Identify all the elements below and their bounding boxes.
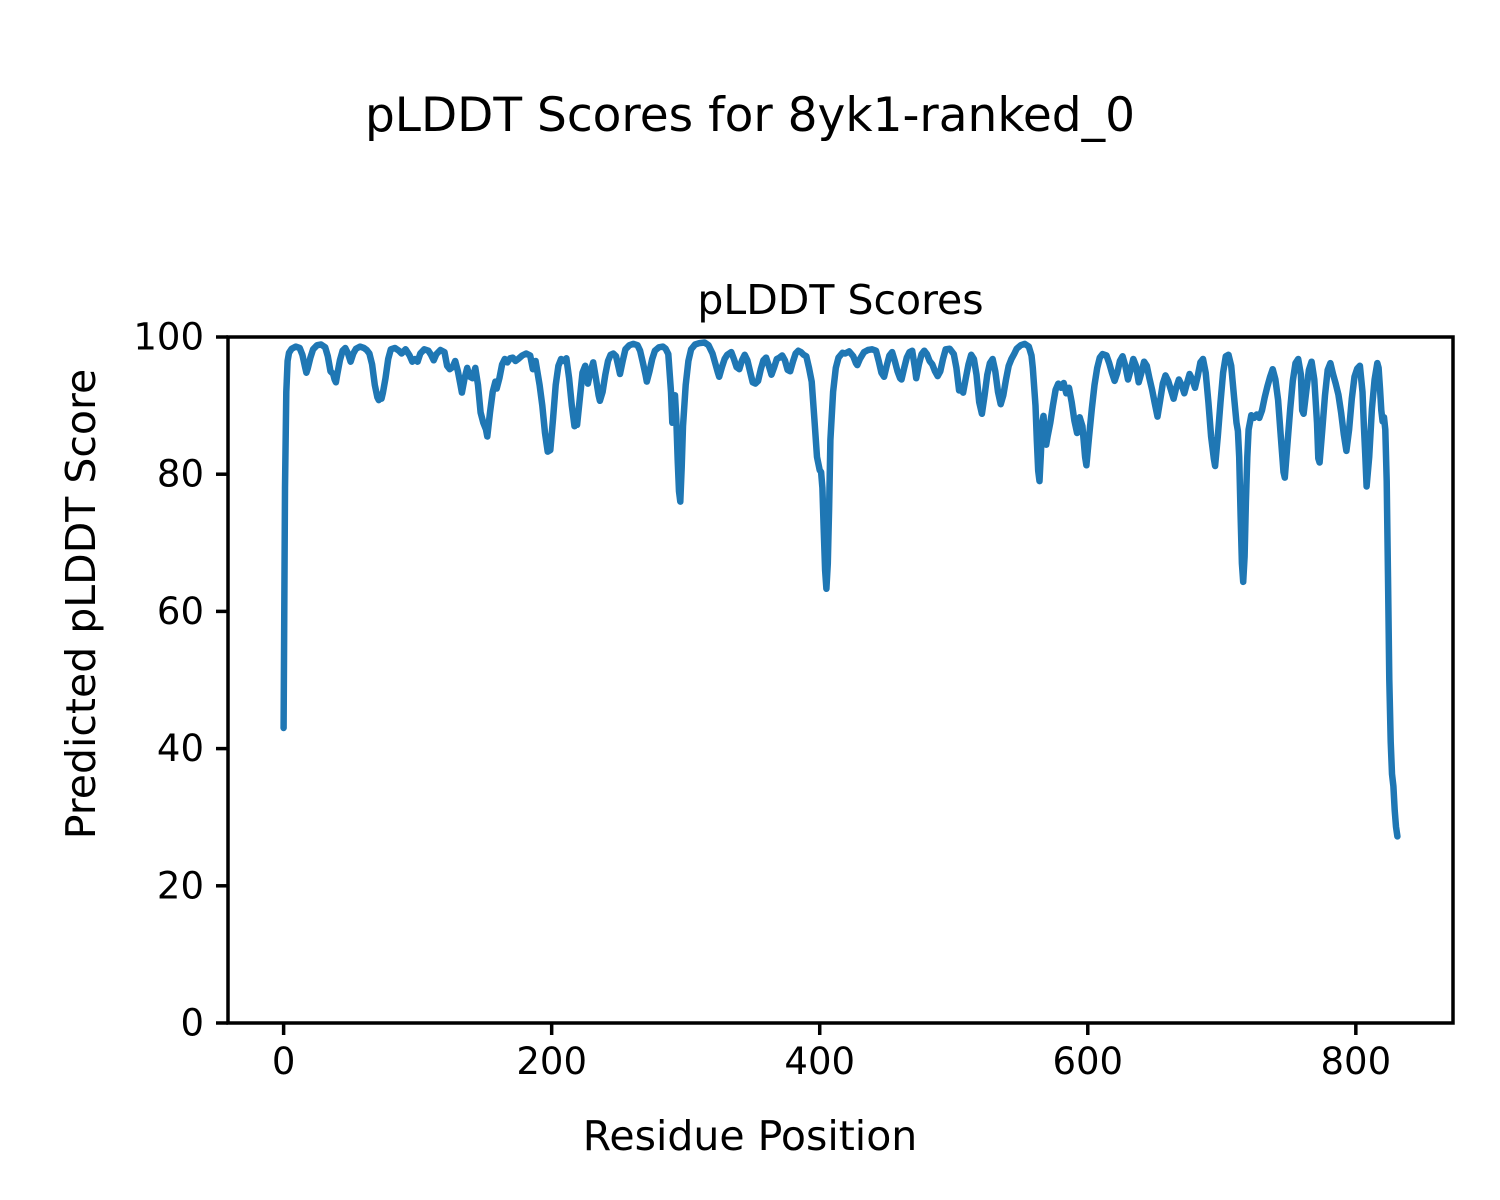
x-tick-label: 400	[784, 1040, 855, 1083]
x-tick-label: 0	[272, 1040, 296, 1083]
x-tick-label: 200	[516, 1040, 587, 1083]
y-tick-label: 100	[133, 316, 204, 359]
y-axis-ticks: 0 20 40 60 80 100	[133, 316, 228, 1045]
axes-title: pLDDT Scores	[697, 276, 984, 324]
plddt-line-series	[280, 339, 1401, 840]
y-tick-label: 0	[180, 1002, 204, 1045]
y-axis-label: Predicted pLDDT Score	[57, 368, 105, 840]
y-tick-label: 60	[157, 590, 204, 633]
y-tick-label: 20	[157, 864, 204, 907]
figure-title: pLDDT Scores for 8yk1-ranked_0	[364, 88, 1136, 143]
x-tick-label: 800	[1321, 1040, 1392, 1083]
x-axis-label: Residue Position	[582, 1112, 918, 1160]
y-tick-label: 40	[157, 727, 204, 770]
axes-frame	[226, 335, 1455, 1025]
x-axis-ticks: 0 200 400 600 800	[272, 1023, 1391, 1083]
x-tick-label: 600	[1052, 1040, 1123, 1083]
y-tick-label: 80	[157, 453, 204, 496]
